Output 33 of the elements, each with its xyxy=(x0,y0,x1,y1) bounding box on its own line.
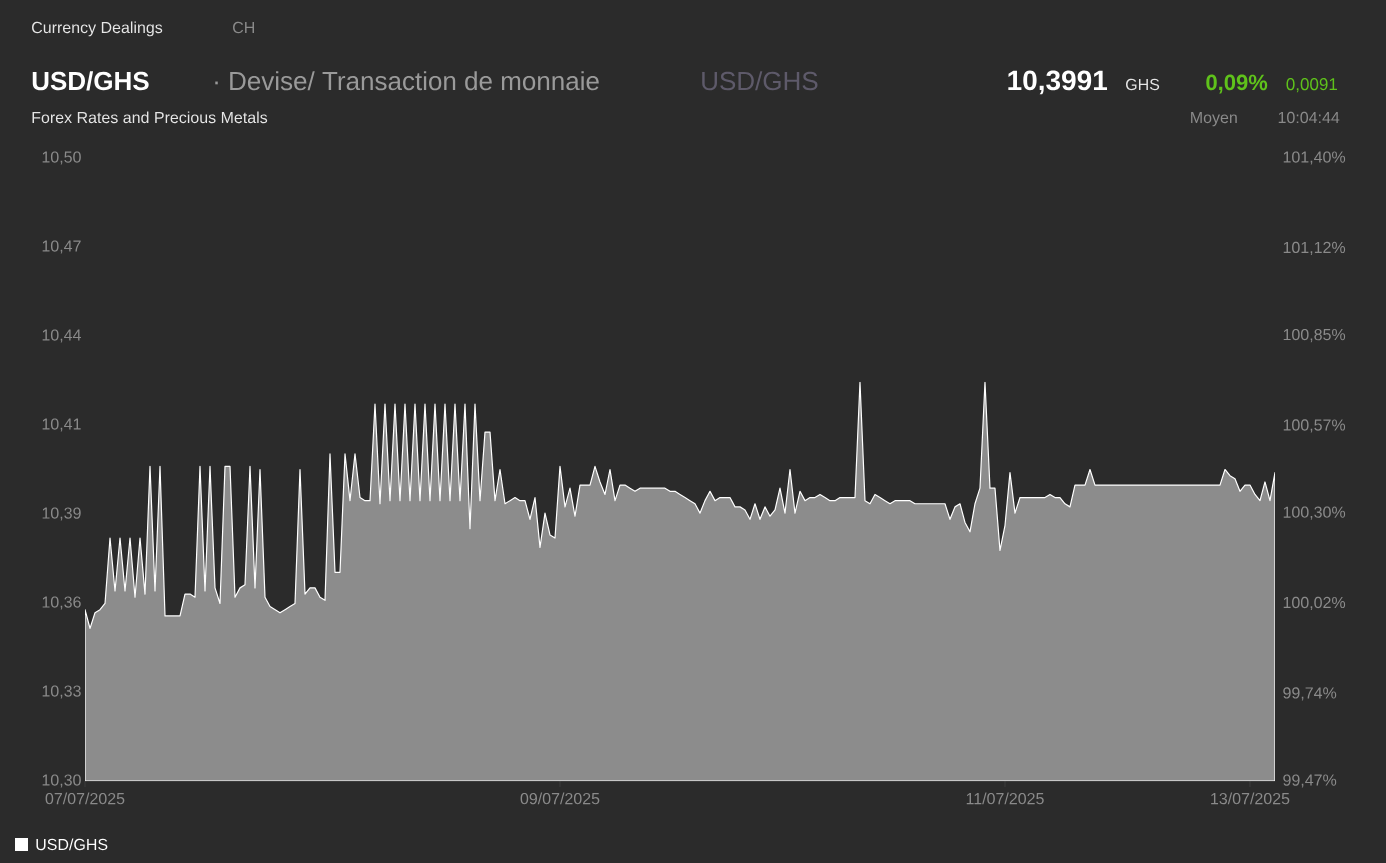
text: Forex Rates and Precious Metals xyxy=(32,111,268,124)
y2-tick-label: 99,74% xyxy=(1283,687,1337,701)
text: CH xyxy=(233,21,254,34)
text: Moyen xyxy=(1191,111,1237,127)
x-tick-label: 09/07/2025 xyxy=(520,792,600,805)
y-tick-label: 10,44 xyxy=(42,329,81,343)
y2-tick-label: 101,40% xyxy=(1283,151,1346,165)
x-tick-label: 11/07/2025 xyxy=(966,792,1044,805)
y2-tick-label: 100,30% xyxy=(1283,506,1346,520)
y-tick-label: 10,30 xyxy=(42,774,81,788)
text: 0,0091 xyxy=(1286,78,1337,93)
text: USD/GHS xyxy=(36,838,108,851)
y2-tick-label: 100,85% xyxy=(1283,328,1346,343)
chart-title: USD/GHS xyxy=(32,71,149,91)
y2-tick-label: 100,02% xyxy=(1283,596,1346,611)
x-tick-label: 07/07/2025 xyxy=(45,792,125,805)
y-tick-label: 10,50 xyxy=(42,151,81,165)
y-tick-label: 10,36 xyxy=(42,596,81,610)
text: 10,3991 xyxy=(1008,70,1108,95)
y2-tick-label: 101,12% xyxy=(1283,241,1346,255)
y-tick-label: 10,39 xyxy=(42,507,81,521)
text: 0,09% xyxy=(1206,74,1268,94)
y-tick-label: 10,47 xyxy=(42,240,81,254)
text: GHS xyxy=(1126,78,1160,91)
text: 10:04:44 xyxy=(1278,111,1340,124)
y-tick-label: 10,41 xyxy=(42,418,81,432)
y2-tick-label: 99,47% xyxy=(1283,774,1337,788)
y2-tick-label: 100,57% xyxy=(1283,419,1346,433)
text: Currency Dealings xyxy=(32,21,163,37)
x-tick-label: 13/07/2025 xyxy=(1211,792,1290,805)
y-tick-label: 10,33 xyxy=(42,685,81,699)
chart-subtitle: · Devise/ Transaction de monnaie xyxy=(215,71,599,91)
text: USD/GHS xyxy=(702,71,818,91)
